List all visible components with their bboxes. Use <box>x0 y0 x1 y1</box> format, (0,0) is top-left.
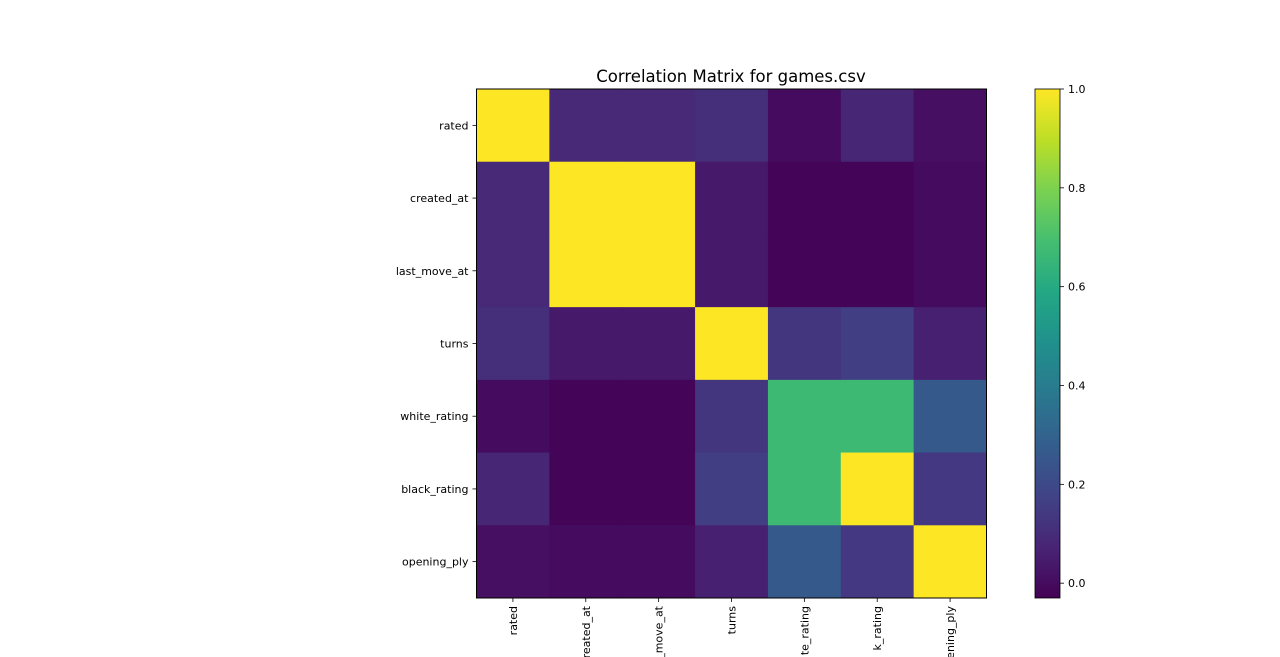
heatmap-cell <box>695 89 769 163</box>
x-tick-label: ening_ply <box>944 606 957 657</box>
heatmap-cell <box>622 525 696 599</box>
colorbar-tick-label: 0.8 <box>1068 182 1086 195</box>
heatmap-cell <box>767 379 842 454</box>
heatmap-cell <box>476 525 550 599</box>
heatmap-cell <box>549 234 623 308</box>
heatmap-cell <box>622 234 696 308</box>
heatmap-cell <box>549 452 623 526</box>
x-tick-label: _move_at <box>653 605 666 657</box>
heatmap-cell <box>840 161 915 235</box>
y-tick-label: rated <box>439 119 468 132</box>
heatmap-cell <box>840 234 915 308</box>
heatmap-cells <box>476 89 987 599</box>
heatmap-cell <box>913 379 987 454</box>
heatmap-cell <box>622 452 696 526</box>
heatmap-cell <box>767 161 842 235</box>
heatmap-cell <box>695 452 769 526</box>
heatmap-cell <box>695 234 769 308</box>
heatmap-cell <box>767 89 842 163</box>
x-tick-label: rated <box>507 606 520 635</box>
heatmap-cell <box>840 307 915 381</box>
heatmap-cell <box>549 525 623 599</box>
y-tick-label: turns <box>440 338 469 351</box>
colorbar-tick-label: 1.0 <box>1068 83 1086 96</box>
heatmap-cell <box>476 379 550 454</box>
x-tick-label: reated_at <box>580 605 593 657</box>
y-tick-label: white_rating <box>400 410 468 423</box>
heatmap-cell <box>913 525 987 599</box>
colorbar-tick-label: 0.6 <box>1068 281 1086 294</box>
heatmap-cell <box>622 307 696 381</box>
heatmap-cell <box>476 234 550 308</box>
heatmap-cell <box>767 525 842 599</box>
heatmap-cell <box>549 307 623 381</box>
heatmap-cell <box>767 234 842 308</box>
y-tick-label: black_rating <box>401 483 468 496</box>
x-axis: rated reated_at _move_at turns te_rating k_ra… <box>507 598 957 657</box>
heatmap-cell <box>767 452 842 526</box>
y-tick-label: created_at <box>410 192 469 205</box>
heatmap-cell <box>767 307 842 381</box>
x-tick-label: turns <box>726 606 739 635</box>
heatmap-cell <box>476 89 550 163</box>
colorbar-tick-label: 0.0 <box>1068 577 1086 590</box>
heatmap-cell <box>622 379 696 454</box>
heatmap-cell <box>549 379 623 454</box>
heatmap-cell <box>840 89 915 163</box>
heatmap-cell <box>913 234 987 308</box>
heatmap-cell <box>840 525 915 599</box>
heatmap-cell <box>913 161 987 235</box>
x-tick-label: te_rating <box>798 606 811 655</box>
colorbar-tick-label: 0.2 <box>1068 478 1086 491</box>
x-tick-label: k_rating <box>871 606 884 650</box>
heatmap-cell <box>695 525 769 599</box>
heatmap-cell <box>840 452 915 526</box>
colorbar-axis: 0.0 0.2 0.4 0.6 0.8 1.0 <box>1060 83 1086 590</box>
chart-title: Correlation Matrix for games.csv <box>596 67 866 86</box>
colorbar-tick-label: 0.4 <box>1068 380 1086 393</box>
y-tick-label: last_move_at <box>396 265 469 278</box>
heatmap-cell <box>476 452 550 526</box>
heatmap-cell <box>695 379 769 454</box>
heatmap-cell <box>913 307 987 381</box>
heatmap-cell <box>695 161 769 235</box>
heatmap-cell <box>622 161 696 235</box>
colorbar <box>1034 88 1061 599</box>
heatmap-cell <box>622 89 696 163</box>
heatmap-cell <box>695 307 769 381</box>
heatmap-cell <box>476 161 550 235</box>
heatmap-cell <box>913 452 987 526</box>
heatmap-cell <box>840 379 915 454</box>
heatmap-cell <box>913 89 987 163</box>
heatmap-cell <box>549 89 623 163</box>
y-tick-label: opening_ply <box>402 556 469 569</box>
heatmap-cell <box>476 307 550 381</box>
heatmap-cell <box>549 161 623 235</box>
